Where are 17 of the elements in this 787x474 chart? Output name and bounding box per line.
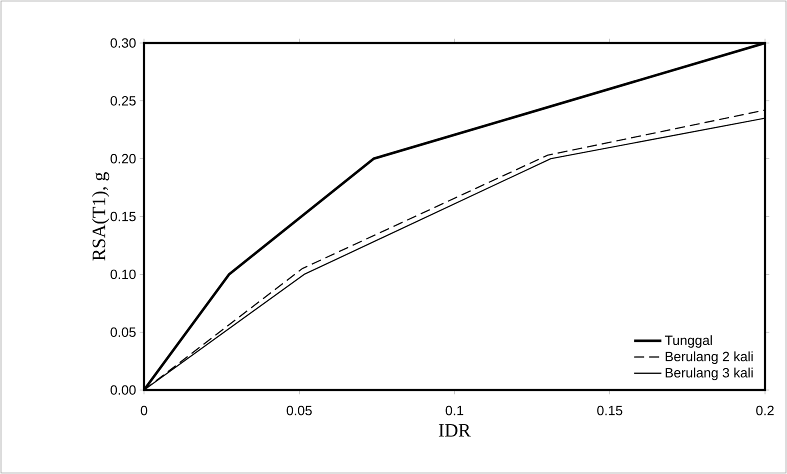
x-axis-title: IDR xyxy=(438,424,471,437)
legend-label: Berulang 2 kali xyxy=(666,351,753,364)
y-axis-title: RSA(T1), g xyxy=(92,172,110,261)
x-tick-label: 0.05 xyxy=(286,406,312,416)
x-tick-label: 0.1 xyxy=(446,406,464,416)
y-tick-label: 0.10 xyxy=(110,270,136,280)
legend-label: Tunggal xyxy=(664,335,712,348)
legend-label: Berulang 3 kali xyxy=(666,368,753,380)
x-tick-label: 0.15 xyxy=(597,406,622,416)
y-tick-label: 0.20 xyxy=(110,154,136,164)
y-tick-label: 0.00 xyxy=(110,385,136,395)
x-tick-label: 0.2 xyxy=(756,406,774,416)
x-tick-label: 0 xyxy=(140,406,148,416)
y-tick-label: 0.15 xyxy=(110,212,136,222)
y-tick-label: 0.25 xyxy=(110,96,136,106)
y-tick-label: 0.05 xyxy=(110,327,136,337)
y-tick-label: 0.30 xyxy=(110,38,136,48)
